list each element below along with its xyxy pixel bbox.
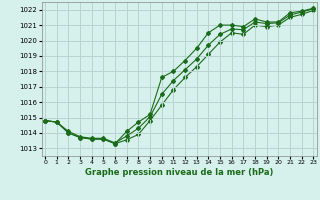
X-axis label: Graphe pression niveau de la mer (hPa): Graphe pression niveau de la mer (hPa)	[85, 168, 273, 177]
